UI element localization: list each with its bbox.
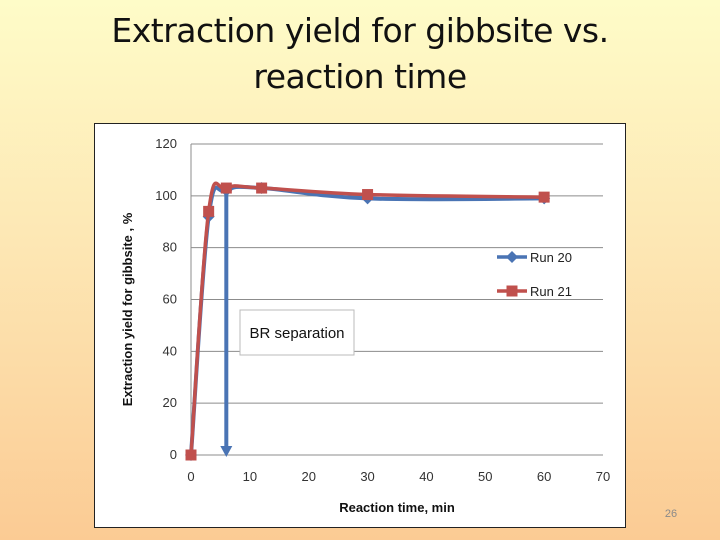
x-tick-label: 50 bbox=[478, 469, 492, 484]
legend-marker-1 bbox=[506, 251, 518, 263]
page-number: 26 bbox=[664, 508, 678, 520]
chart-frame: 0 20 40 60 80 100 120 0 10 20 30 40 50 60 70 Reaction t… bbox=[94, 123, 626, 528]
gridlines bbox=[191, 143, 603, 404]
slide-title-line-1: Extraction yield for gibbsite vs. bbox=[111, 11, 609, 50]
x-tick-label: 10 bbox=[243, 469, 257, 484]
series bbox=[185, 181, 551, 461]
annotation-label: BR separation bbox=[249, 325, 344, 342]
y-tick-label: 80 bbox=[163, 240, 177, 255]
x-tick-label: 30 bbox=[360, 469, 374, 484]
x-tick-label: 60 bbox=[537, 469, 551, 484]
legend: Run 20 Run 21 bbox=[497, 250, 572, 299]
y-tick-label: 0 bbox=[170, 447, 177, 462]
series-2-point bbox=[256, 182, 268, 194]
slide-title: Extraction yield for gibbsite vs. reacti… bbox=[0, 8, 720, 100]
axes: 0 20 40 60 80 100 120 0 10 20 30 40 50 60 70 Reaction t… bbox=[120, 136, 610, 515]
legend-marker-2 bbox=[506, 285, 518, 297]
series-2-point bbox=[203, 205, 215, 217]
annotation-box bbox=[239, 309, 355, 356]
series-2-point bbox=[185, 449, 197, 461]
y-tick-label: 60 bbox=[163, 292, 177, 307]
y-axis-title: Extraction yield for gibbsite , % bbox=[120, 212, 135, 406]
series-2-point bbox=[220, 182, 232, 194]
y-tick-label: 120 bbox=[155, 136, 177, 151]
annotations: BR separation bbox=[220, 188, 355, 457]
legend-label-1: Run 20 bbox=[530, 250, 572, 265]
x-axis-title: Reaction time, min bbox=[339, 500, 455, 515]
y-tick-label: 100 bbox=[155, 188, 177, 203]
y-tick-label: 40 bbox=[163, 343, 177, 358]
slide-title-line-2: reaction time bbox=[253, 57, 467, 96]
annotation-arrow-head bbox=[220, 446, 233, 457]
x-tick-label: 20 bbox=[301, 469, 315, 484]
series-2-point bbox=[362, 189, 374, 201]
line-chart: 0 20 40 60 80 100 120 0 10 20 30 40 50 60 70 Reaction t… bbox=[120, 136, 610, 515]
series-2-point bbox=[538, 191, 550, 203]
x-tick-label: 0 bbox=[187, 469, 194, 484]
y-tick-label: 20 bbox=[163, 395, 177, 410]
legend-label-2: Run 21 bbox=[530, 284, 572, 299]
x-tick-label: 70 bbox=[596, 469, 610, 484]
x-tick-label: 40 bbox=[419, 469, 433, 484]
series-line-2 bbox=[189, 181, 546, 457]
